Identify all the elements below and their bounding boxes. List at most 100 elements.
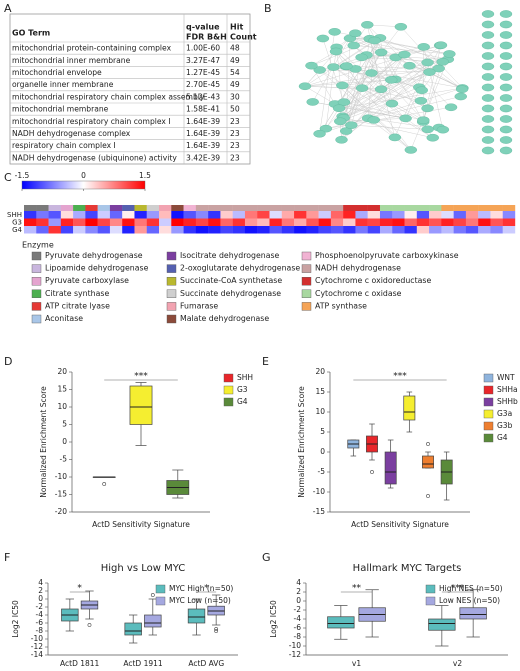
y-tick-label: 20 bbox=[57, 367, 67, 376]
network-node bbox=[499, 115, 513, 123]
legend-swatch bbox=[166, 289, 177, 298]
network-node bbox=[336, 81, 349, 90]
legend-swatch bbox=[223, 397, 234, 407]
legend-swatch bbox=[31, 277, 42, 286]
group-bar bbox=[404, 205, 417, 211]
y-tick-label: -8 bbox=[294, 632, 302, 641]
heatmap-cell bbox=[257, 211, 270, 219]
significance-label: *** bbox=[134, 372, 148, 382]
significance-label: *** bbox=[393, 372, 407, 382]
table-cell: mitochondrial membrane bbox=[12, 105, 109, 114]
network-node bbox=[367, 116, 380, 124]
network-node bbox=[481, 52, 495, 60]
heatmap-cell bbox=[97, 218, 111, 226]
colorbar bbox=[21, 180, 146, 190]
table-cell: 23 bbox=[230, 117, 240, 126]
table-cell: 1.00E-60 bbox=[186, 44, 220, 53]
network-node bbox=[454, 92, 467, 101]
legend-swatch bbox=[155, 596, 166, 606]
legend-label: Citrate synthase bbox=[45, 289, 109, 298]
group-bar bbox=[281, 205, 295, 211]
legend-swatch bbox=[31, 302, 42, 311]
network-node bbox=[481, 94, 495, 102]
table-cell: 3.42E-39 bbox=[186, 153, 220, 162]
group-bar bbox=[195, 205, 209, 211]
heatmap-cell bbox=[36, 218, 49, 226]
network-node bbox=[481, 83, 495, 92]
network-node bbox=[403, 61, 416, 70]
y-tick-label: 0 bbox=[38, 594, 43, 603]
legend-label: G3a bbox=[497, 409, 512, 418]
network-edge bbox=[362, 87, 421, 101]
network-edge bbox=[333, 66, 420, 88]
significance-label: * bbox=[77, 584, 82, 594]
network-edge bbox=[343, 57, 396, 118]
box bbox=[327, 616, 355, 629]
heatmap-cell bbox=[490, 218, 503, 226]
network-node bbox=[385, 99, 399, 108]
heatmap-cell bbox=[183, 218, 197, 226]
network-node bbox=[337, 98, 351, 106]
legend-label: Cytochrome c oxidoreductase bbox=[315, 276, 431, 285]
heatmap-cell bbox=[465, 226, 479, 234]
x-tick-label: ActD AVG bbox=[188, 659, 224, 668]
group-bar bbox=[465, 205, 479, 211]
group-bar bbox=[159, 205, 172, 211]
heatmap-cell bbox=[122, 218, 135, 226]
legend-swatch bbox=[31, 264, 42, 273]
heatmap-cell bbox=[232, 218, 246, 226]
legend-label: Cytochrome c oxidase bbox=[315, 289, 402, 298]
network-node bbox=[313, 66, 326, 74]
group-bar bbox=[318, 205, 332, 211]
box bbox=[459, 607, 487, 620]
significance-label: *** bbox=[451, 584, 465, 594]
outlier bbox=[102, 482, 107, 486]
heatmap-cell bbox=[48, 211, 62, 219]
heatmap-cell bbox=[85, 226, 98, 234]
network-node bbox=[481, 115, 495, 123]
table-cell: 1.64E-39 bbox=[186, 117, 220, 126]
heatmap-cell bbox=[48, 226, 62, 234]
legend-label: G3b bbox=[497, 421, 513, 430]
heatmap-cell bbox=[232, 226, 246, 234]
heatmap-cell bbox=[232, 211, 246, 219]
x-tick-label: ActD 1911 bbox=[123, 659, 163, 668]
heatmap-cell bbox=[281, 226, 295, 234]
significance-label: ** bbox=[352, 584, 362, 594]
y-tick-label: 0 bbox=[296, 596, 301, 605]
group-bar bbox=[392, 205, 405, 211]
network-node bbox=[481, 62, 495, 71]
network-edge bbox=[304, 37, 381, 87]
network-edge bbox=[351, 125, 428, 130]
legend-label: Succinate dehydrogenase bbox=[180, 289, 281, 298]
box bbox=[428, 618, 456, 631]
network-node bbox=[394, 22, 408, 31]
network-node bbox=[421, 58, 434, 67]
group-bar bbox=[208, 205, 221, 211]
network-node bbox=[329, 47, 343, 56]
heatmap-cell bbox=[146, 218, 160, 226]
heatmap-cell bbox=[318, 226, 332, 234]
table-cell: 49 bbox=[230, 80, 240, 89]
heatmap-cell bbox=[60, 218, 74, 226]
network-node bbox=[432, 64, 445, 73]
table-cell: mitochondrial respiratory chain complex … bbox=[12, 117, 171, 126]
group-bar bbox=[36, 205, 49, 211]
network-edge bbox=[340, 37, 381, 122]
y-axis-title: Log2 IC50 bbox=[269, 600, 278, 638]
y-tick-label: -5 bbox=[318, 467, 326, 476]
network-node bbox=[443, 50, 456, 58]
network-node bbox=[368, 36, 381, 45]
group-bar bbox=[134, 205, 147, 211]
table-cell: organelle inner membrane bbox=[12, 80, 114, 89]
network-node bbox=[499, 146, 513, 155]
row-label: G4 bbox=[12, 226, 22, 234]
box bbox=[187, 608, 206, 624]
group-bar bbox=[478, 205, 491, 211]
heatmap-cell bbox=[48, 218, 62, 226]
network-node bbox=[347, 41, 360, 50]
legend-swatch bbox=[223, 373, 234, 383]
network-edge bbox=[319, 87, 463, 134]
row-label: SHH bbox=[7, 211, 22, 219]
network-edge bbox=[368, 53, 450, 119]
